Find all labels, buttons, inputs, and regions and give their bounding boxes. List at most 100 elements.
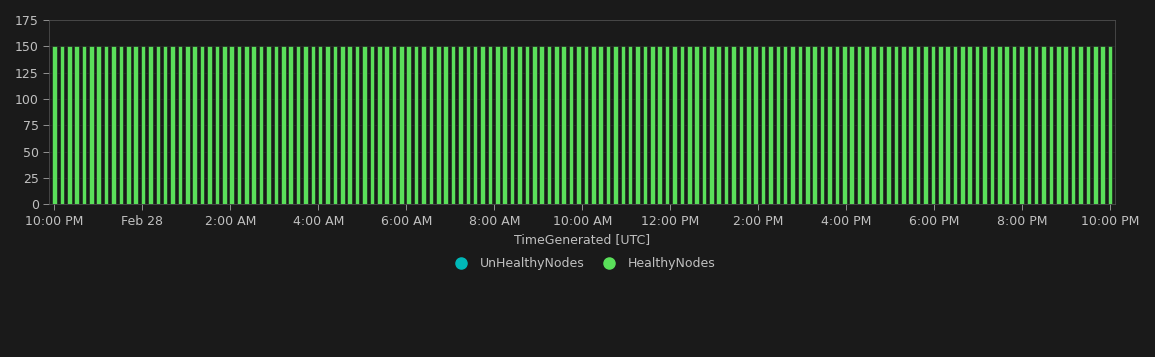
Bar: [790, 46, 795, 204]
Bar: [274, 46, 278, 204]
Bar: [524, 46, 529, 204]
Bar: [591, 46, 596, 204]
Bar: [620, 46, 625, 204]
Bar: [975, 46, 979, 204]
Bar: [133, 46, 137, 204]
Bar: [244, 46, 248, 204]
Bar: [348, 46, 352, 204]
Bar: [554, 46, 559, 204]
Bar: [487, 46, 492, 204]
Bar: [753, 46, 758, 204]
Bar: [894, 46, 899, 204]
Bar: [827, 46, 832, 204]
Bar: [1049, 46, 1053, 204]
Bar: [886, 46, 891, 204]
Bar: [74, 46, 79, 204]
Bar: [52, 46, 57, 204]
Bar: [716, 46, 721, 204]
Bar: [377, 46, 381, 204]
Bar: [665, 46, 670, 204]
Bar: [156, 46, 161, 204]
Bar: [363, 46, 367, 204]
Bar: [333, 46, 337, 204]
Bar: [805, 46, 810, 204]
Bar: [657, 46, 662, 204]
Bar: [569, 46, 573, 204]
Bar: [141, 46, 146, 204]
Bar: [170, 46, 174, 204]
Bar: [303, 46, 307, 204]
Bar: [908, 46, 912, 204]
Bar: [465, 46, 470, 204]
Bar: [326, 46, 330, 204]
Bar: [650, 46, 655, 204]
Bar: [407, 46, 411, 204]
Bar: [67, 46, 72, 204]
Bar: [104, 46, 109, 204]
Bar: [687, 46, 692, 204]
Bar: [450, 46, 455, 204]
Bar: [267, 46, 270, 204]
Bar: [126, 46, 131, 204]
Bar: [311, 46, 315, 204]
Bar: [679, 46, 684, 204]
Bar: [864, 46, 869, 204]
Bar: [1108, 46, 1112, 204]
Bar: [628, 46, 633, 204]
Bar: [1056, 46, 1060, 204]
Bar: [97, 46, 100, 204]
Bar: [89, 46, 94, 204]
Bar: [938, 46, 942, 204]
Bar: [739, 46, 743, 204]
Bar: [761, 46, 766, 204]
Bar: [598, 46, 603, 204]
X-axis label: TimeGenerated [UTC]: TimeGenerated [UTC]: [514, 233, 650, 246]
Bar: [296, 46, 300, 204]
Bar: [480, 46, 485, 204]
Bar: [931, 46, 936, 204]
Bar: [642, 46, 647, 204]
Bar: [576, 46, 581, 204]
Bar: [1027, 46, 1031, 204]
Bar: [953, 46, 957, 204]
Bar: [215, 46, 219, 204]
Bar: [185, 46, 189, 204]
Bar: [318, 46, 322, 204]
Bar: [709, 46, 714, 204]
Bar: [111, 46, 116, 204]
Bar: [923, 46, 927, 204]
Bar: [193, 46, 198, 204]
Bar: [1005, 46, 1009, 204]
Bar: [583, 46, 588, 204]
Bar: [945, 46, 949, 204]
Bar: [60, 46, 65, 204]
Bar: [222, 46, 226, 204]
Bar: [702, 46, 707, 204]
Bar: [783, 46, 788, 204]
Bar: [532, 46, 537, 204]
Bar: [879, 46, 884, 204]
Bar: [635, 46, 640, 204]
Bar: [1012, 46, 1016, 204]
Bar: [968, 46, 973, 204]
Bar: [835, 46, 840, 204]
Bar: [672, 46, 677, 204]
Bar: [413, 46, 418, 204]
Bar: [281, 46, 285, 204]
Bar: [605, 46, 610, 204]
Bar: [775, 46, 780, 204]
Bar: [495, 46, 500, 204]
Bar: [517, 46, 522, 204]
Bar: [1071, 46, 1075, 204]
Bar: [694, 46, 699, 204]
Bar: [340, 46, 344, 204]
Bar: [385, 46, 389, 204]
Bar: [916, 46, 921, 204]
Bar: [990, 46, 994, 204]
Bar: [746, 46, 751, 204]
Bar: [1034, 46, 1038, 204]
Legend: UnHealthyNodes, HealthyNodes: UnHealthyNodes, HealthyNodes: [444, 252, 721, 275]
Bar: [148, 46, 152, 204]
Bar: [472, 46, 477, 204]
Bar: [444, 46, 448, 204]
